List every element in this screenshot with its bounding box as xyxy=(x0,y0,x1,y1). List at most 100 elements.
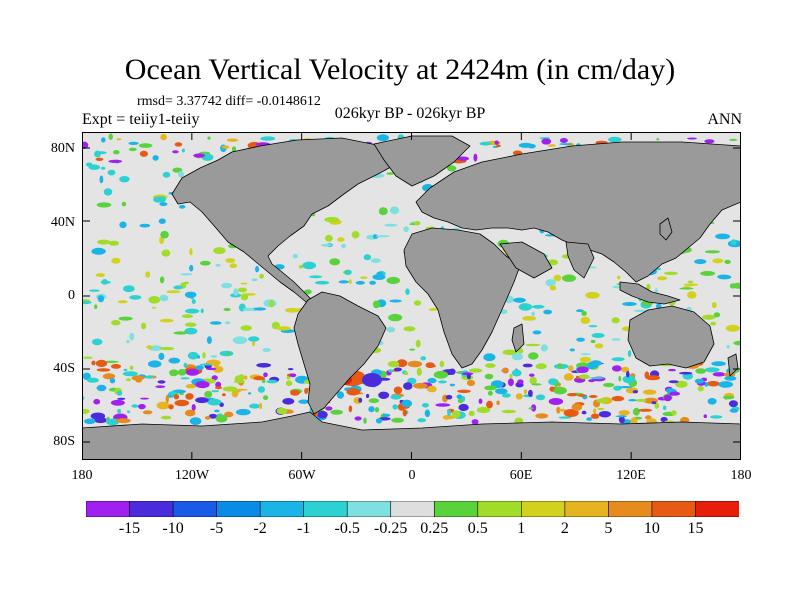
velocity-speckle xyxy=(729,138,738,141)
velocity-speckle xyxy=(478,398,483,404)
velocity-speckle xyxy=(621,366,630,373)
velocity-speckle xyxy=(101,137,106,143)
velocity-speckle xyxy=(253,307,266,311)
velocity-speckle xyxy=(704,250,720,254)
velocity-speckle xyxy=(123,285,135,293)
velocity-speckle xyxy=(733,340,741,346)
velocity-speckle xyxy=(413,221,421,226)
velocity-speckle xyxy=(532,330,542,335)
velocity-speckle xyxy=(117,397,126,400)
velocity-speckle xyxy=(571,403,583,411)
velocity-speckle xyxy=(159,276,165,284)
velocity-speckle xyxy=(287,368,294,371)
velocity-speckle xyxy=(292,253,298,259)
south-america-landmass xyxy=(293,291,387,415)
velocity-speckle xyxy=(286,375,291,380)
colorbar-tick-label: 0.5 xyxy=(467,520,488,537)
velocity-speckle xyxy=(138,143,153,148)
velocity-speckle xyxy=(559,408,567,412)
velocity-speckle xyxy=(285,380,293,386)
velocity-speckle xyxy=(159,236,165,244)
maritime-asia-landmass xyxy=(619,281,681,305)
colorbar-swatch xyxy=(608,501,653,517)
velocity-speckle xyxy=(129,295,142,300)
velocity-speckle xyxy=(712,258,724,264)
velocity-speckle xyxy=(378,207,388,216)
velocity-speckle xyxy=(655,303,662,309)
velocity-speckle xyxy=(206,367,217,371)
velocity-speckle xyxy=(424,409,431,418)
velocity-speckle xyxy=(627,350,632,357)
velocity-speckle xyxy=(374,407,380,413)
velocity-speckle xyxy=(329,258,341,266)
lon-label-60e: 60E xyxy=(509,468,533,483)
velocity-speckle xyxy=(212,365,224,373)
velocity-speckle xyxy=(119,221,127,229)
velocity-speckle xyxy=(687,280,694,284)
velocity-speckle xyxy=(348,405,353,413)
velocity-speckle xyxy=(108,240,119,246)
velocity-speckle xyxy=(249,403,261,409)
velocity-speckle xyxy=(704,367,720,373)
velocity-speckle xyxy=(578,362,589,367)
velocity-speckle xyxy=(403,226,409,233)
velocity-speckle xyxy=(155,385,166,388)
velocity-speckle xyxy=(109,378,116,384)
velocity-speckle xyxy=(405,288,410,295)
velocity-speckle xyxy=(145,271,151,278)
velocity-speckle xyxy=(724,259,731,264)
velocity-speckle xyxy=(148,296,161,304)
velocity-speckle xyxy=(407,360,423,368)
velocity-speckle xyxy=(710,321,717,326)
velocity-speckle xyxy=(562,274,576,282)
velocity-speckle xyxy=(438,380,447,384)
velocity-speckle xyxy=(95,359,108,367)
velocity-speckle xyxy=(439,360,445,368)
india-landmass xyxy=(565,241,595,279)
velocity-speckle xyxy=(174,399,190,407)
velocity-speckle xyxy=(535,363,547,370)
velocity-speckle xyxy=(722,395,735,400)
velocity-speckle xyxy=(375,418,383,424)
velocity-speckle xyxy=(91,360,96,366)
velocity-speckle xyxy=(224,411,234,418)
velocity-speckle xyxy=(580,353,591,356)
velocity-speckle xyxy=(290,389,300,396)
velocity-speckle xyxy=(180,377,190,380)
velocity-speckle xyxy=(168,404,174,410)
velocity-speckle xyxy=(702,314,716,320)
velocity-speckle xyxy=(160,415,172,420)
velocity-speckle xyxy=(622,302,637,306)
velocity-speckle xyxy=(125,378,131,382)
velocity-speckle xyxy=(556,406,561,414)
velocity-speckle xyxy=(632,390,639,394)
velocity-speckle xyxy=(713,312,721,318)
eurasia-landmass xyxy=(415,141,741,283)
velocity-speckle xyxy=(115,418,131,424)
colorbar-swatch xyxy=(695,501,739,517)
velocity-speckle xyxy=(446,165,457,172)
velocity-speckle xyxy=(660,416,668,423)
velocity-speckle xyxy=(159,202,168,207)
velocity-speckle xyxy=(403,382,413,390)
period-label: 026kyr BP - 026kyr BP xyxy=(334,105,486,122)
velocity-speckle xyxy=(131,375,144,381)
velocity-speckle xyxy=(603,382,615,388)
africa-landmass xyxy=(403,227,521,369)
velocity-speckle xyxy=(298,399,310,404)
velocity-speckle xyxy=(243,375,248,380)
velocity-speckle xyxy=(368,398,380,404)
velocity-speckle xyxy=(141,322,147,330)
velocity-speckle xyxy=(234,375,241,384)
velocity-speckle xyxy=(671,410,677,416)
velocity-speckle xyxy=(545,279,556,287)
velocity-speckle xyxy=(668,368,676,372)
madagascar-landmass xyxy=(511,323,525,353)
velocity-speckle xyxy=(204,416,211,420)
lon-label-60w: 60W xyxy=(288,468,316,483)
velocity-speckle xyxy=(195,381,210,389)
velocity-speckle xyxy=(522,316,537,321)
velocity-speckle xyxy=(632,407,640,416)
axis-ticks xyxy=(82,132,741,460)
velocity-speckle xyxy=(540,344,548,352)
